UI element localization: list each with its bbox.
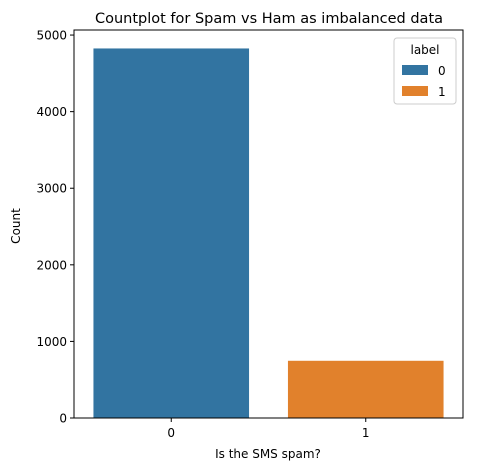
y-tick-label: 1000 [36, 335, 67, 349]
chart-title: Countplot for Spam vs Ham as imbalanced … [95, 11, 443, 27]
y-tick-label: 3000 [36, 182, 67, 196]
axes [73, 29, 464, 419]
y-tick-label: 2000 [36, 258, 67, 272]
y-tick-label: 5000 [36, 29, 67, 43]
x-axis-label: Is the SMS spam? [215, 447, 321, 461]
y-tick-label: 0 [59, 412, 67, 426]
y-ticks: 0 1000 2000 3000 4000 5000 [36, 29, 74, 426]
legend-label-0: 0 [438, 64, 446, 78]
y-axis-label: Count [9, 208, 23, 244]
legend: label 0 1 [393, 37, 457, 105]
bars [93, 48, 444, 419]
legend-swatch-1 [402, 86, 428, 96]
x-tick-label: 1 [362, 426, 370, 440]
bar-0 [93, 48, 250, 419]
plot-frame [73, 29, 464, 419]
x-tick-label: 0 [167, 426, 175, 440]
legend-title: label [410, 43, 439, 57]
legend-label-1: 1 [438, 85, 446, 99]
legend-swatch-0 [402, 65, 428, 75]
bar-1 [287, 360, 444, 418]
y-tick-label: 4000 [36, 105, 67, 119]
